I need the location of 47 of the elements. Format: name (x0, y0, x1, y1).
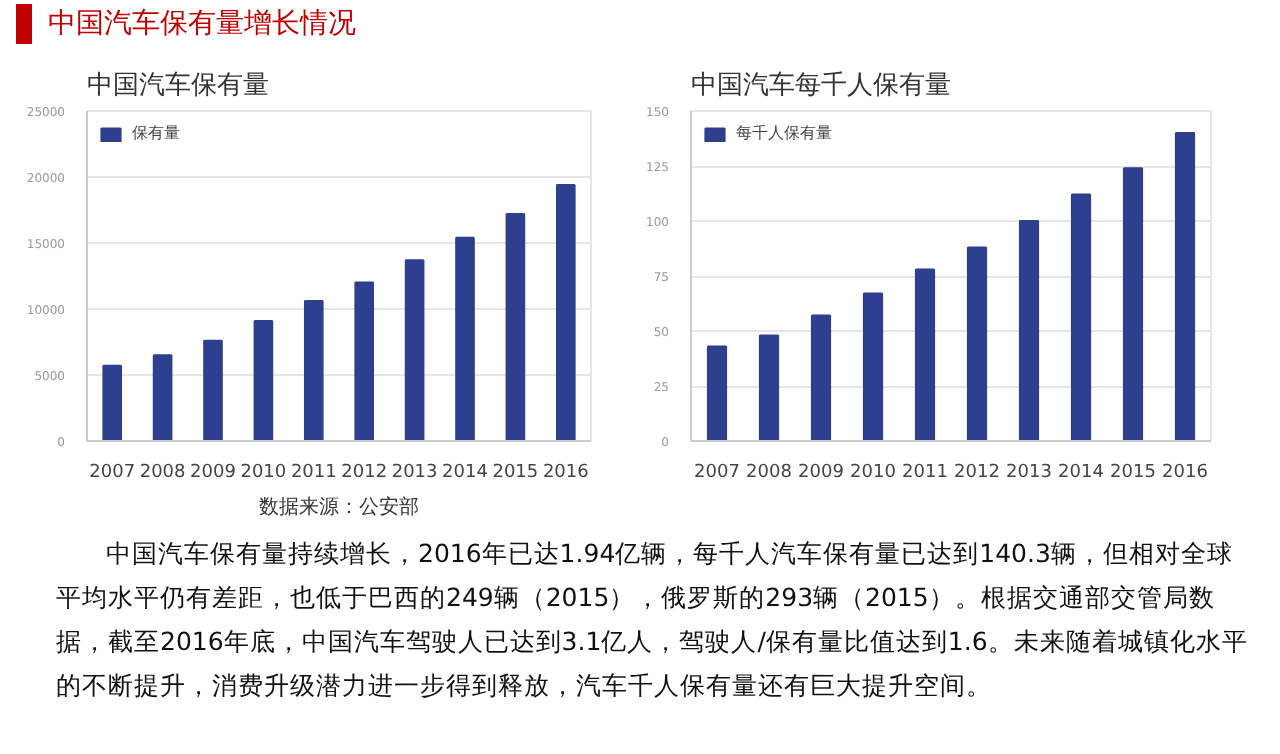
x-tick-label: 2007 (694, 463, 740, 483)
bar (102, 364, 123, 441)
x-tick-label: 2008 (139, 463, 187, 483)
x-tick-label: 2011 (290, 463, 337, 483)
text: 中国汽车保有量持续增长，2016年已达1.94亿辆，每千人汽车保有量已达到140.3辆，但相对全球平均水平仍有差距，也低于巴西的249辆（2015），俄罗斯的293辆（2015）。根据交通部交管局数据，截至2016年底，中国汽车驾驶人已达到3.1亿人，驾驶人/保有量比值达到1.6。未来随着城镇化水平的不断提升，消费升级潜力进一步得到释放，汽车千人保有量还有巨大提升空间。 (56, 536, 1250, 704)
bar (810, 314, 832, 441)
source-note: 数据来源：公安部 (259, 495, 419, 519)
bar (966, 246, 988, 441)
x-tick-label: 2014 (442, 463, 489, 483)
x-tick-label: 2012 (954, 463, 1000, 483)
text: 中国汽车保有量增长情况 (16, 4, 356, 44)
bar (203, 339, 223, 441)
x-tick-label: 2009 (190, 463, 237, 483)
bar (152, 354, 173, 441)
bar (862, 292, 884, 441)
x-tick-label: 2011 (902, 463, 948, 483)
x-tick-label: 2009 (798, 463, 845, 483)
bar (1018, 220, 1040, 441)
bar (1070, 193, 1092, 441)
x-tick-label: 2013 (391, 463, 438, 483)
x-tick-label: 2010 (850, 463, 897, 483)
bar (1174, 132, 1196, 441)
x-tick-label: 2007 (89, 463, 136, 483)
bar (303, 300, 324, 441)
bar (914, 268, 936, 441)
bar (404, 259, 425, 441)
x-tick-label: 2008 (746, 463, 793, 483)
bar (1122, 167, 1144, 441)
bar (253, 319, 274, 441)
bar (455, 236, 475, 441)
x-tick-label: 2016 (542, 463, 590, 483)
bar (505, 212, 526, 441)
x-tick-label: 2012 (341, 463, 388, 483)
x-tick-label: 2015 (492, 463, 539, 483)
bar (706, 345, 728, 441)
bar (354, 281, 375, 441)
x-tick-label: 2015 (1110, 463, 1156, 483)
x-tick-label: 2013 (1006, 463, 1052, 483)
bar (758, 334, 780, 441)
x-tick-label: 2016 (1162, 463, 1209, 483)
bar (555, 183, 576, 441)
chart-title: 中国汽车保有量 (87, 71, 269, 101)
x-tick-label: 2014 (1058, 463, 1105, 483)
legend-label: 保有量 (132, 122, 180, 144)
chart-title: 中国汽车每千人保有量 (691, 71, 951, 101)
x-tick-label: 2010 (240, 463, 287, 483)
legend-label: 每千人保有量 (736, 122, 832, 144)
